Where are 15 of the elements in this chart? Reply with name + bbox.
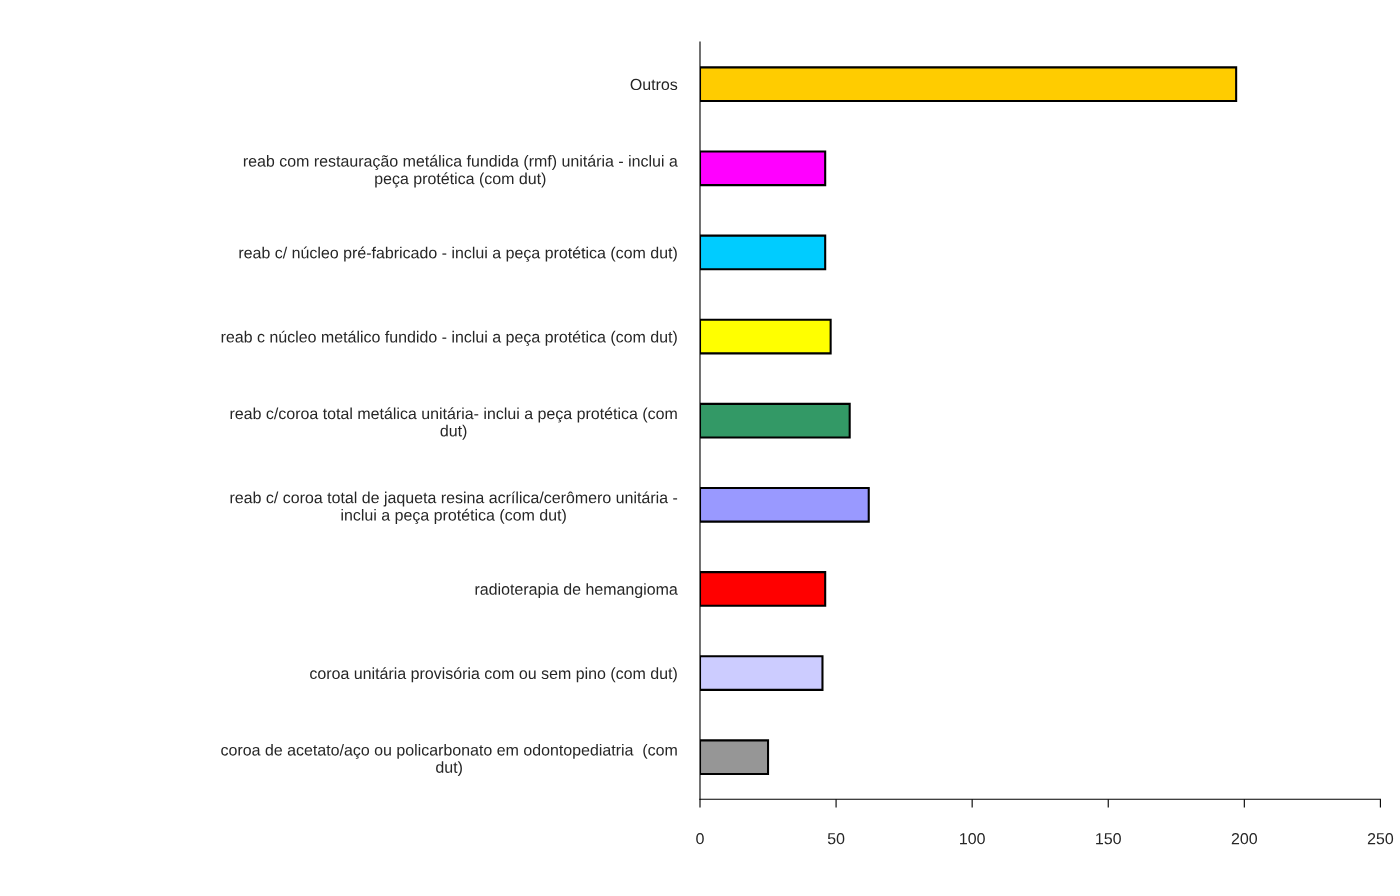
y-tick-label: Outros (630, 78, 678, 91)
x-tick-label: 250 (1367, 832, 1394, 845)
x-tick-label: 50 (827, 832, 845, 845)
x-tick-label: 200 (1231, 832, 1258, 845)
y-tick-label: reab c/ coroa total de jaqueta resina acrílica/cerômero unitária - inclui a peça protética (com dut) (230, 491, 678, 524)
y-tick-label: coroa unitária provisória com ou sem pino (com dut) (310, 667, 677, 683)
x-tick-label: 150 (1096, 832, 1121, 845)
y-tick-label: reab c núcleo metálico fundido - inclui a peça protética (com dut) (221, 330, 677, 346)
y-tick-label: reab c/ núcleo pré-fabricado - inclui a peça protética (com dut) (239, 246, 677, 262)
y-tick-label: reab c/coroa total metálica unitária- inclui a peça protética (com dut) (230, 407, 677, 440)
x-tick-label: 100 (960, 832, 985, 845)
y-tick-label: reab com restauração metálica fundida (rmf) unitária - inclui a peça protética (com dut) (243, 154, 678, 188)
y-tick-label: coroa de acetato/aço ou policarbonato em odontopediatria (com dut) (221, 743, 677, 777)
x-tick-label: 0 (696, 832, 704, 845)
y-tick-label: radioterapia de hemangioma (475, 583, 678, 599)
